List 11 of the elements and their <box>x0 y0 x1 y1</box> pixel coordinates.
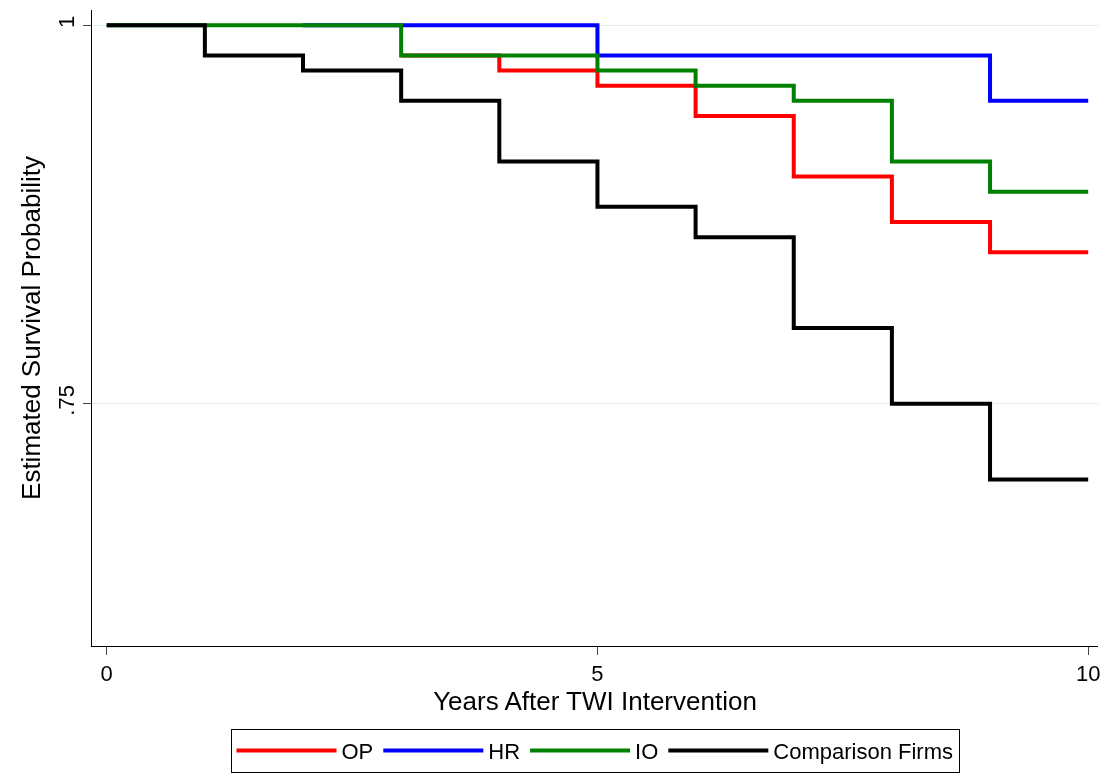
legend-label: OP <box>341 739 374 765</box>
legend-label: HR <box>488 739 521 765</box>
x-tick-label: 0 <box>100 661 113 687</box>
y-tick-label: .75 <box>54 385 80 416</box>
legend-label: IO <box>635 739 659 765</box>
x-axis-title: Years After TWI Intervention <box>433 686 757 717</box>
legend-label: Comparison Firms <box>773 739 954 765</box>
y-axis-title: Estimated Survival Probability <box>15 156 46 500</box>
x-tick-label: 10 <box>1075 661 1101 687</box>
x-tick-label: 5 <box>591 661 604 687</box>
y-tick-label: 1 <box>54 15 80 28</box>
